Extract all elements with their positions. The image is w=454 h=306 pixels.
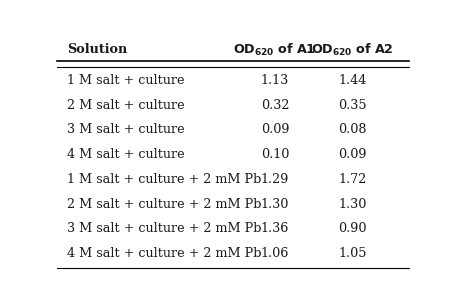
Text: 4 M salt + culture + 2 mM Pb: 4 M salt + culture + 2 mM Pb	[67, 247, 262, 260]
Text: 1.13: 1.13	[261, 74, 289, 87]
Text: $\mathbf{OD_{620}}$ $\mathbf{of\ A1}$: $\mathbf{OD_{620}}$ $\mathbf{of\ A1}$	[233, 42, 316, 58]
Text: 2 M salt + culture + 2 mM Pb: 2 M salt + culture + 2 mM Pb	[67, 197, 262, 211]
Text: 2 M salt + culture: 2 M salt + culture	[67, 99, 185, 112]
Text: 3 M salt + culture + 2 mM Pb: 3 M salt + culture + 2 mM Pb	[67, 222, 262, 235]
Text: 0.09: 0.09	[261, 123, 289, 136]
Text: $\mathbf{OD_{620}}$ $\mathbf{of\ A2}$: $\mathbf{OD_{620}}$ $\mathbf{of\ A2}$	[311, 42, 394, 58]
Text: 1.06: 1.06	[261, 247, 289, 260]
Text: 3 M salt + culture: 3 M salt + culture	[67, 123, 185, 136]
Text: 0.09: 0.09	[338, 148, 366, 161]
Text: 1.44: 1.44	[338, 74, 366, 87]
Text: 1.30: 1.30	[338, 197, 366, 211]
Text: 4 M salt + culture: 4 M salt + culture	[67, 148, 185, 161]
Text: 0.90: 0.90	[338, 222, 366, 235]
Text: 1.36: 1.36	[261, 222, 289, 235]
Text: Solution: Solution	[67, 43, 128, 56]
Text: 0.35: 0.35	[338, 99, 367, 112]
Text: 1 M salt + culture: 1 M salt + culture	[67, 74, 185, 87]
Text: 1.72: 1.72	[338, 173, 366, 186]
Text: 0.08: 0.08	[338, 123, 366, 136]
Text: 1.30: 1.30	[261, 197, 289, 211]
Text: 0.10: 0.10	[261, 148, 289, 161]
Text: 1.29: 1.29	[261, 173, 289, 186]
Text: 0.32: 0.32	[261, 99, 289, 112]
Text: 1 M salt + culture + 2 mM Pb: 1 M salt + culture + 2 mM Pb	[67, 173, 262, 186]
Text: 1.05: 1.05	[338, 247, 366, 260]
